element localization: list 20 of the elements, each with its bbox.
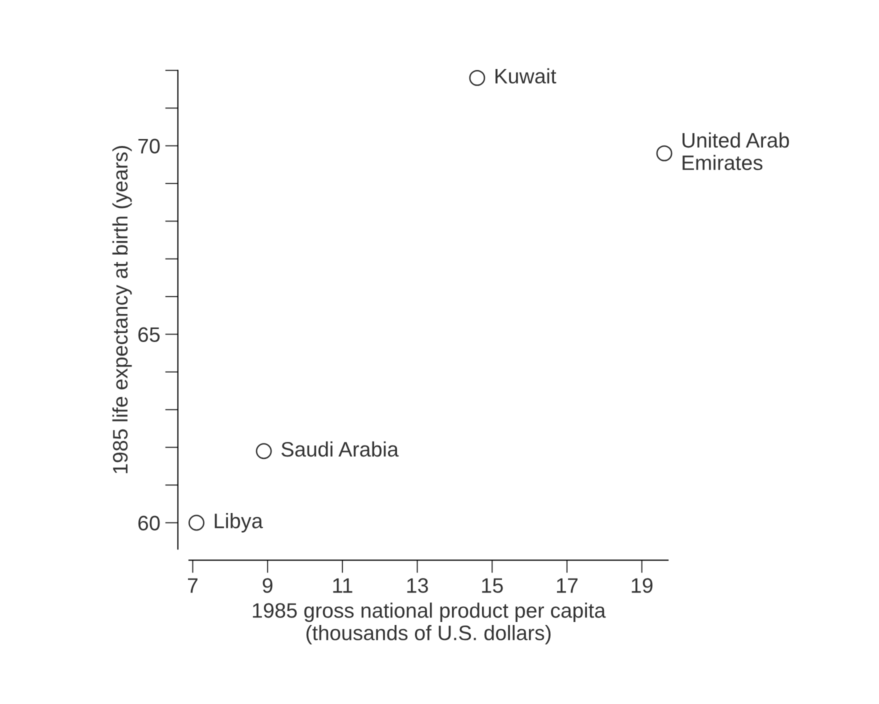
x-axis-title: 1985 gross national product per capita (thousands of U.S. dollars): [252, 602, 606, 644]
x-tick-label: 15: [482, 578, 503, 593]
point: [469, 70, 486, 86]
y-axis-title: 1985 life expectancy at birth (years): [112, 146, 132, 474]
x-tick-label: 9: [262, 578, 272, 593]
x-tick-label: 11: [333, 578, 352, 593]
x-tick-label: 17: [556, 578, 578, 593]
x-tick-label: 13: [407, 578, 428, 593]
annotation: Kuwait: [496, 68, 556, 84]
annotation: Saudi Arabia: [281, 441, 399, 457]
annotation: United Arab Emirates: [682, 132, 789, 170]
y-tick-label: 65: [138, 327, 160, 342]
point: [256, 443, 272, 460]
point: [188, 514, 204, 531]
y-tick-label: 70: [138, 138, 160, 154]
x-tick-label: 19: [632, 578, 652, 593]
annotation: Libya: [214, 513, 263, 532]
y-tick-label: 60: [138, 516, 160, 530]
point: [656, 145, 672, 162]
x-tick-label: 7: [188, 578, 198, 593]
